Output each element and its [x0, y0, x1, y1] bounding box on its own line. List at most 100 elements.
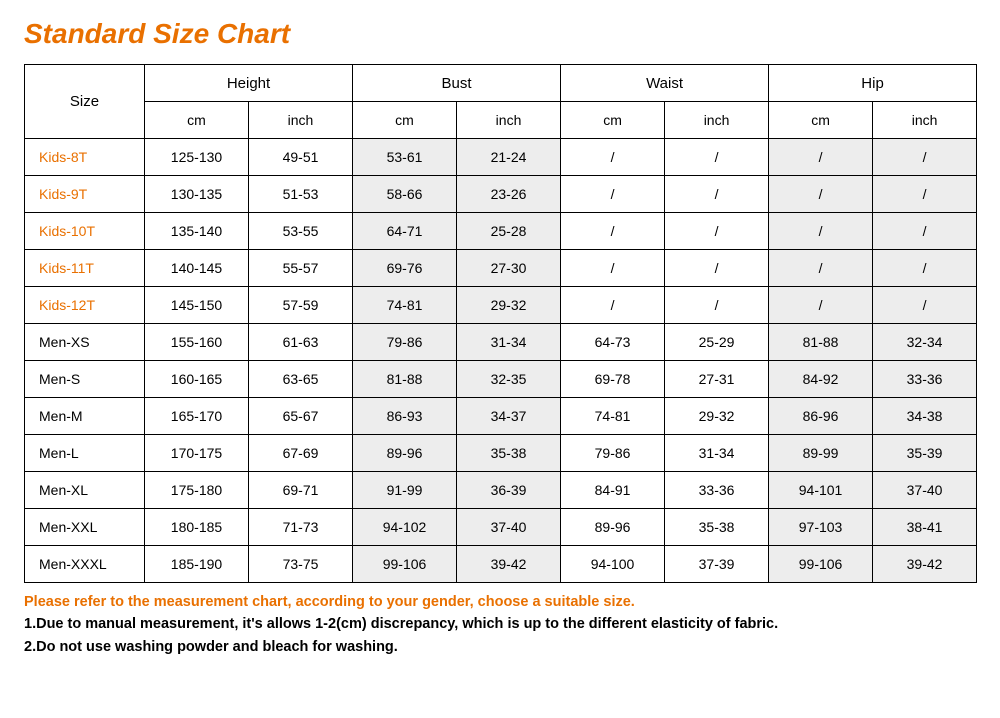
size-chart-table: Size Height Bust Waist Hip cminchcminchc… [24, 64, 977, 583]
group-header: Hip [769, 65, 977, 102]
data-cell: / [561, 250, 665, 287]
data-cell: 94-100 [561, 546, 665, 583]
data-cell: / [769, 213, 873, 250]
data-cell: 33-36 [665, 472, 769, 509]
data-cell: 63-65 [249, 361, 353, 398]
data-cell: 79-86 [561, 435, 665, 472]
table-row: Kids-9T130-13551-5358-6623-26//// [25, 176, 977, 213]
data-cell: 89-96 [561, 509, 665, 546]
unit-header: cm [353, 102, 457, 139]
data-cell: 27-31 [665, 361, 769, 398]
size-label: Men-L [25, 435, 145, 472]
data-cell: 25-29 [665, 324, 769, 361]
data-cell: 73-75 [249, 546, 353, 583]
data-cell: 61-63 [249, 324, 353, 361]
data-cell: 27-30 [457, 250, 561, 287]
data-cell: 31-34 [457, 324, 561, 361]
data-cell: 94-102 [353, 509, 457, 546]
data-cell: 49-51 [249, 139, 353, 176]
data-cell: 74-81 [353, 287, 457, 324]
data-cell: 74-81 [561, 398, 665, 435]
data-cell: 81-88 [769, 324, 873, 361]
group-header: Waist [561, 65, 769, 102]
size-label: Kids-9T [25, 176, 145, 213]
table-row: Kids-11T140-14555-5769-7627-30//// [25, 250, 977, 287]
table-row: Kids-8T125-13049-5153-6121-24//// [25, 139, 977, 176]
data-cell: 37-40 [457, 509, 561, 546]
data-cell: / [769, 176, 873, 213]
unit-header: inch [873, 102, 977, 139]
unit-header: cm [145, 102, 249, 139]
size-label: Men-XXL [25, 509, 145, 546]
table-row: Men-S160-16563-6581-8832-3569-7827-3184-… [25, 361, 977, 398]
note-line: Please refer to the measurement chart, a… [24, 591, 976, 613]
data-cell: 130-135 [145, 176, 249, 213]
data-cell: 170-175 [145, 435, 249, 472]
data-cell: 69-71 [249, 472, 353, 509]
data-cell: 35-38 [665, 509, 769, 546]
table-row: Men-XXXL185-19073-7599-10639-4294-10037-… [25, 546, 977, 583]
data-cell: 53-61 [353, 139, 457, 176]
unit-header: cm [769, 102, 873, 139]
data-cell: 99-106 [353, 546, 457, 583]
data-cell: / [561, 213, 665, 250]
data-cell: / [769, 287, 873, 324]
size-label: Men-S [25, 361, 145, 398]
data-cell: 29-32 [665, 398, 769, 435]
data-cell: / [873, 250, 977, 287]
data-cell: 34-38 [873, 398, 977, 435]
data-cell: 39-42 [457, 546, 561, 583]
data-cell: 64-71 [353, 213, 457, 250]
size-label: Kids-10T [25, 213, 145, 250]
data-cell: 33-36 [873, 361, 977, 398]
page-title: Standard Size Chart [24, 18, 976, 50]
data-cell: 89-96 [353, 435, 457, 472]
unit-header: inch [249, 102, 353, 139]
data-cell: 180-185 [145, 509, 249, 546]
data-cell: / [665, 213, 769, 250]
data-cell: 34-37 [457, 398, 561, 435]
header-row-units: cminchcminchcminchcminch [25, 102, 977, 139]
data-cell: / [873, 139, 977, 176]
table-row: Men-XS155-16061-6379-8631-3464-7325-2981… [25, 324, 977, 361]
data-cell: 38-41 [873, 509, 977, 546]
data-cell: 94-101 [769, 472, 873, 509]
data-cell: / [561, 176, 665, 213]
group-header: Bust [353, 65, 561, 102]
data-cell: 135-140 [145, 213, 249, 250]
data-cell: / [873, 176, 977, 213]
data-cell: 89-99 [769, 435, 873, 472]
note-line: 1.Due to manual measurement, it's allows… [24, 613, 976, 635]
note-line: 2.Do not use washing powder and bleach f… [24, 636, 976, 658]
data-cell: / [561, 287, 665, 324]
data-cell: / [873, 213, 977, 250]
data-cell: / [665, 139, 769, 176]
data-cell: 32-35 [457, 361, 561, 398]
data-cell: 140-145 [145, 250, 249, 287]
data-cell: 23-26 [457, 176, 561, 213]
data-cell: 57-59 [249, 287, 353, 324]
notes-block: Please refer to the measurement chart, a… [24, 591, 976, 658]
data-cell: / [769, 250, 873, 287]
data-cell: 25-28 [457, 213, 561, 250]
data-cell: 29-32 [457, 287, 561, 324]
data-cell: 65-67 [249, 398, 353, 435]
data-cell: 99-106 [769, 546, 873, 583]
data-cell: 31-34 [665, 435, 769, 472]
data-cell: / [665, 250, 769, 287]
table-row: Men-M165-17065-6786-9334-3774-8129-3286-… [25, 398, 977, 435]
data-cell: 145-150 [145, 287, 249, 324]
data-cell: 125-130 [145, 139, 249, 176]
unit-header: inch [665, 102, 769, 139]
size-header: Size [25, 65, 145, 139]
unit-header: cm [561, 102, 665, 139]
data-cell: 155-160 [145, 324, 249, 361]
data-cell: 37-39 [665, 546, 769, 583]
data-cell: 81-88 [353, 361, 457, 398]
data-cell: 84-92 [769, 361, 873, 398]
data-cell: 185-190 [145, 546, 249, 583]
data-cell: 175-180 [145, 472, 249, 509]
data-cell: / [769, 139, 873, 176]
table-body: Kids-8T125-13049-5153-6121-24////Kids-9T… [25, 139, 977, 583]
data-cell: 67-69 [249, 435, 353, 472]
